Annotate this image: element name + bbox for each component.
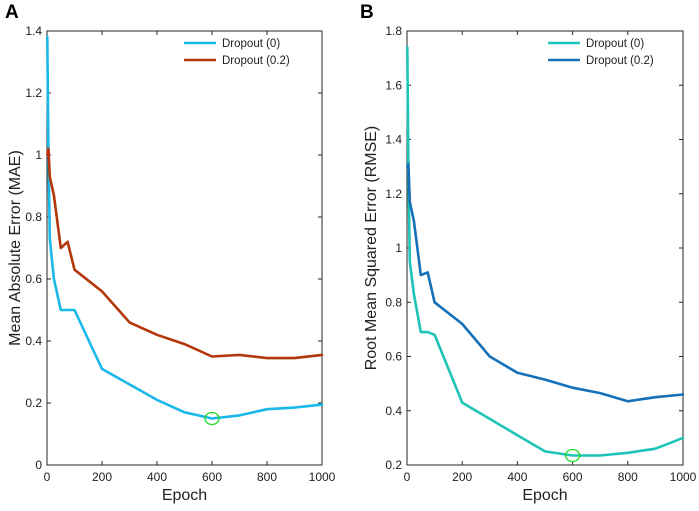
x-tick-label: 800 xyxy=(257,470,277,484)
x-tick-label: 200 xyxy=(452,470,472,484)
x-tick-label: 600 xyxy=(202,470,222,484)
legend-label: Dropout (0.2) xyxy=(222,55,290,67)
y-tick-label: 1.6 xyxy=(385,78,402,92)
y-tick-label: 1.2 xyxy=(385,187,402,201)
y-tick-label: 0.6 xyxy=(385,350,402,364)
x-tick-label: 1000 xyxy=(670,470,697,484)
axes-box xyxy=(46,30,323,466)
y-axis-label: Mean Absolute Error (MAE) xyxy=(7,150,24,346)
x-axis-label: Epoch xyxy=(522,487,567,504)
y-axis-label: Root Mean Squared Error (RMSE) xyxy=(363,126,380,371)
x-tick-label: 400 xyxy=(507,470,527,484)
y-tick-label: 0.8 xyxy=(385,295,402,309)
x-tick-label: 1000 xyxy=(309,470,336,484)
y-tick-label: 1.2 xyxy=(25,86,42,100)
y-tick-label: 1.8 xyxy=(385,24,402,38)
min-marker xyxy=(564,448,581,463)
legend: Dropout (0) Dropout (0.2) xyxy=(548,38,654,67)
y-tick-label: 0.8 xyxy=(25,210,42,224)
series-line-2 xyxy=(45,147,324,360)
y-tick-label: 0.6 xyxy=(25,272,42,286)
series-line-1 xyxy=(45,35,324,420)
chart-panel-a: A 0 200 400 600 800 1000 0 0.2 0.4 0.6 0.8 1 1.2 1.4 Ep… xyxy=(5,2,336,504)
x-tick-label: 400 xyxy=(147,470,167,484)
y-tick-label: 1.4 xyxy=(385,133,402,147)
x-tick-label: 200 xyxy=(92,470,112,484)
y-tick-label: 0 xyxy=(35,458,42,472)
panel-letter: A xyxy=(5,2,19,23)
legend-label: Dropout (0.2) xyxy=(586,55,654,67)
series-line-2 xyxy=(405,162,685,403)
min-marker xyxy=(204,411,220,426)
legend: Dropout (0) Dropout (0.2) xyxy=(184,38,290,67)
x-axis-label: Epoch xyxy=(162,487,207,504)
series-line-1 xyxy=(405,45,685,457)
y-tick-label: 1 xyxy=(35,148,42,162)
y-tick-label: 1.4 xyxy=(25,24,42,38)
y-tick-label: 0.2 xyxy=(385,458,402,472)
x-tick-label: 0 xyxy=(404,470,411,484)
y-tick-label: 0.2 xyxy=(25,396,42,410)
chart-panel-b: B 0 200 400 600 800 1000 0.2 0.4 0.6 0.8 1 1.2 1.4 1.6… xyxy=(360,2,697,504)
y-tick-label: 0.4 xyxy=(385,404,402,418)
panel-letter: B xyxy=(360,2,374,23)
x-tick-label: 600 xyxy=(563,470,583,484)
y-tick-label: 1 xyxy=(395,241,402,255)
x-tick-label: 800 xyxy=(618,470,638,484)
legend-label: Dropout (0) xyxy=(222,38,280,50)
x-tick-label: 0 xyxy=(44,470,51,484)
legend-label: Dropout (0) xyxy=(586,38,644,50)
y-tick-label: 0.4 xyxy=(25,334,42,348)
